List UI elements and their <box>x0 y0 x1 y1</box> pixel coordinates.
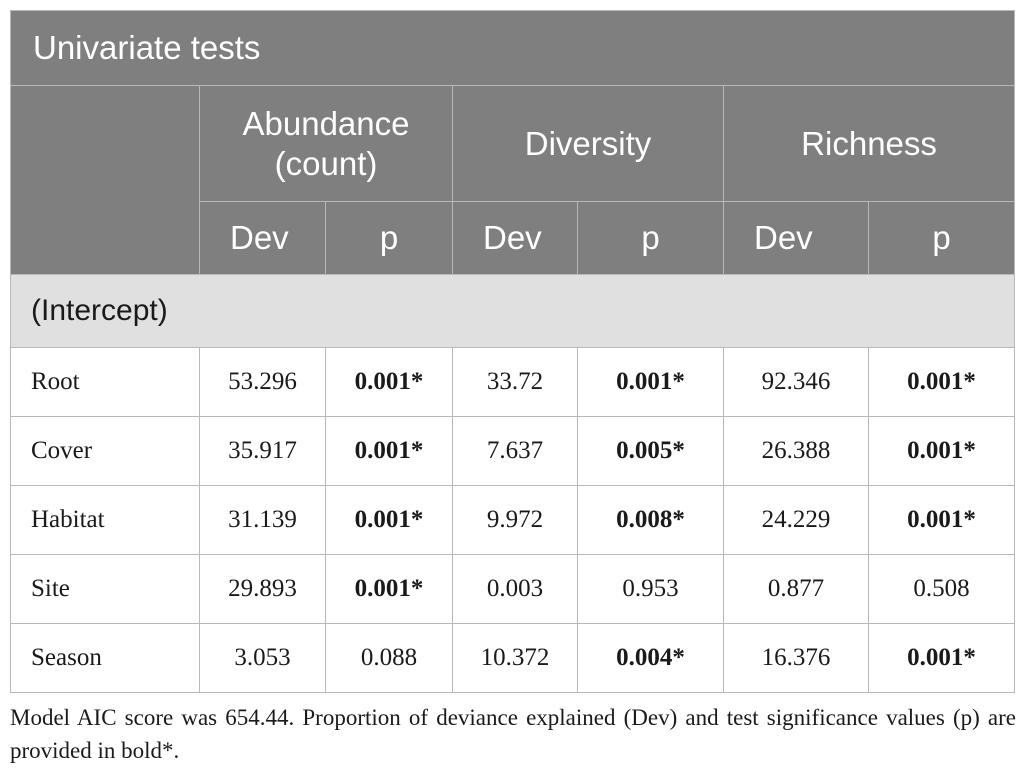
cell-richness-p: 0.001* <box>867 623 1016 693</box>
row-label: Root <box>10 347 200 417</box>
table-row: Site 29.893 0.001* 0.003 0.953 0.877 0.508 <box>10 554 1016 624</box>
cell-diversity-dev: 33.72 <box>452 347 578 417</box>
subheader-richness-dev: Dev <box>723 201 869 275</box>
title-row: Univariate tests <box>9 10 1016 86</box>
subheader-diversity-p: p <box>577 201 724 275</box>
subheader-diversity-dev: Dev <box>452 201 578 275</box>
cell-richness-dev: 24.229 <box>723 485 869 555</box>
cell-abundance-dev: 53.296 <box>199 347 326 417</box>
row-label-header <box>10 85 200 275</box>
cell-abundance-dev: 35.917 <box>199 416 326 486</box>
results-table-container: Univariate tests Abundance (count) Diver… <box>9 10 1016 693</box>
group-header-diversity: Diversity <box>452 85 724 202</box>
cell-abundance-p: 0.001* <box>325 347 453 417</box>
subheader-abundance-p: p <box>325 201 453 275</box>
cell-diversity-p: 0.953 <box>577 554 724 624</box>
table-row: Cover 35.917 0.001* 7.637 0.005* 26.388 0.001* <box>10 416 1016 486</box>
cell-diversity-p: 0.008* <box>577 485 724 555</box>
row-label: Cover <box>10 416 200 486</box>
table-body: (Intercept) Root 53.296 0.001* 33.72 0.001* 9… <box>9 274 1016 693</box>
cell-abundance-p: 0.001* <box>325 554 453 624</box>
table-footnote: Model AIC score was 654.44. Proportion o… <box>10 705 1016 763</box>
cell-abundance-p: 0.001* <box>325 416 453 486</box>
table-row: Habitat 31.139 0.001* 9.972 0.008* 24.229 0.00… <box>10 485 1016 555</box>
group-header-row: Abundance (count) Diversity Richness <box>10 85 1016 275</box>
row-label: Season <box>10 623 200 693</box>
cell-diversity-p: 0.004* <box>577 623 724 693</box>
cell-richness-p: 0.001* <box>867 347 1016 417</box>
cell-diversity-p: 0.005* <box>577 416 724 486</box>
cell-richness-p: 0.001* <box>867 416 1016 486</box>
group-header-abundance-line1: Abundance <box>242 104 410 142</box>
cell-abundance-dev: 3.053 <box>199 623 326 693</box>
table-title: Univariate tests <box>9 10 1016 86</box>
cell-diversity-dev: 0.003 <box>452 554 578 624</box>
cell-abundance-p: 0.001* <box>325 485 453 555</box>
table-row: Season 3.053 0.088 10.372 0.004* 16.376 0.001* <box>10 623 1016 693</box>
cell-diversity-dev: 10.372 <box>452 623 578 693</box>
cell-richness-dev: 92.346 <box>723 347 869 417</box>
section-row-intercept: (Intercept) <box>9 274 1016 348</box>
row-label: Habitat <box>10 485 200 555</box>
section-label-intercept: (Intercept) <box>9 274 1016 348</box>
cell-richness-p: 0.508 <box>867 554 1016 624</box>
cell-abundance-p: 0.088 <box>325 623 453 693</box>
cell-richness-dev: 0.877 <box>723 554 869 624</box>
group-header-richness: Richness <box>722 85 1016 202</box>
cell-abundance-dev: 31.139 <box>199 485 326 555</box>
cell-diversity-dev: 9.972 <box>452 485 578 555</box>
group-header-abundance: Abundance (count) <box>199 85 453 202</box>
cell-diversity-dev: 7.637 <box>452 416 578 486</box>
cell-richness-dev: 26.388 <box>723 416 869 486</box>
cell-abundance-dev: 29.893 <box>199 554 326 624</box>
table-row: Root 53.296 0.001* 33.72 0.001* 92.346 0.001* <box>10 347 1016 417</box>
subheader-row: Dev p Dev p Dev p <box>11 201 1016 275</box>
subheader-abundance-dev: Dev <box>199 201 326 275</box>
cell-diversity-p: 0.001* <box>577 347 724 417</box>
univariate-tests-table: Univariate tests Abundance (count) Diver… <box>9 10 1016 693</box>
cell-richness-p: 0.001* <box>867 485 1016 555</box>
group-header-abundance-line2: (count) <box>274 144 378 182</box>
row-label: Site <box>10 554 200 624</box>
subheader-richness-p: p <box>867 201 1016 275</box>
cell-richness-dev: 16.376 <box>723 623 869 693</box>
